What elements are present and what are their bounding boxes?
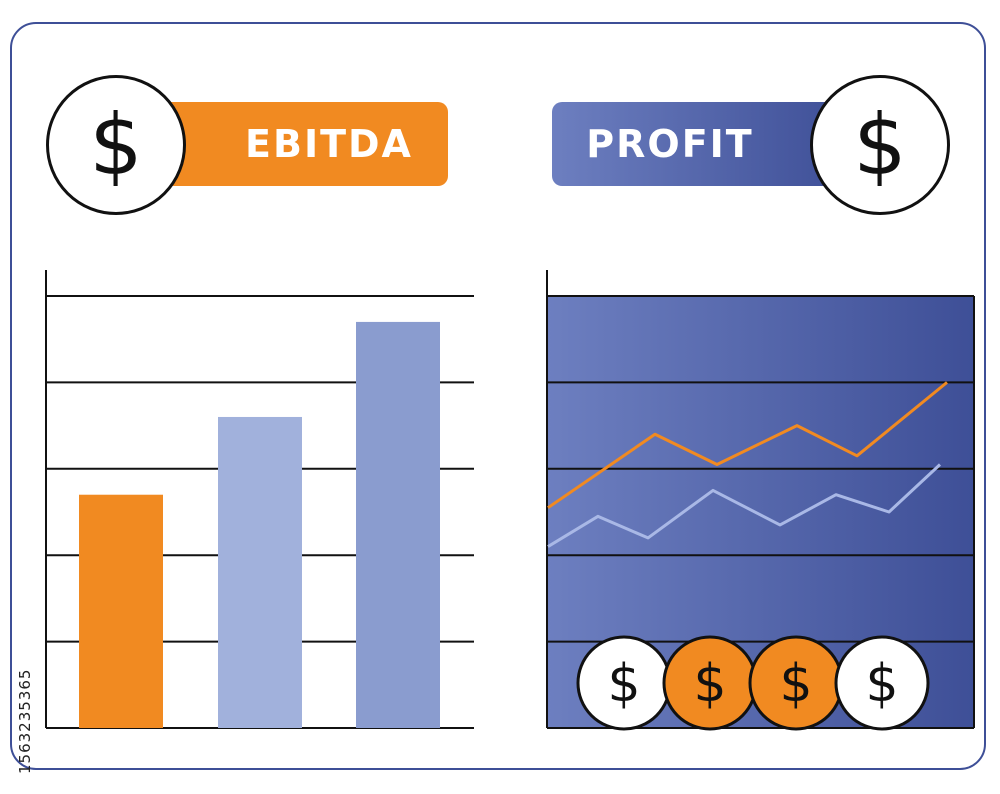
card-frame — [10, 22, 986, 770]
dollar-coin-icon — [834, 635, 930, 731]
stock-id-watermark: 1563235365 — [14, 546, 36, 776]
dollar-coin-icon: $ — [810, 75, 950, 215]
stock-id-text: 1563235365 — [16, 668, 34, 774]
profit-line-chart: $ $ $ $ — [546, 270, 975, 731]
dollar-symbol: $ — [607, 654, 640, 714]
dollar-symbol: $ — [865, 654, 898, 714]
ebitda-bar-chart — [45, 270, 474, 729]
profit-series-line — [547, 463, 942, 548]
ebitda-label: EBITDA — [150, 102, 448, 186]
bar — [79, 494, 163, 728]
bar — [218, 416, 302, 728]
dollar-coin-icon: $ — [46, 75, 186, 215]
profit-series-line — [547, 381, 948, 509]
dollar-symbol: $ — [693, 654, 726, 714]
dollar-symbol: $ — [779, 654, 812, 714]
bar — [356, 321, 440, 728]
profit-label: PROFIT — [552, 102, 848, 186]
